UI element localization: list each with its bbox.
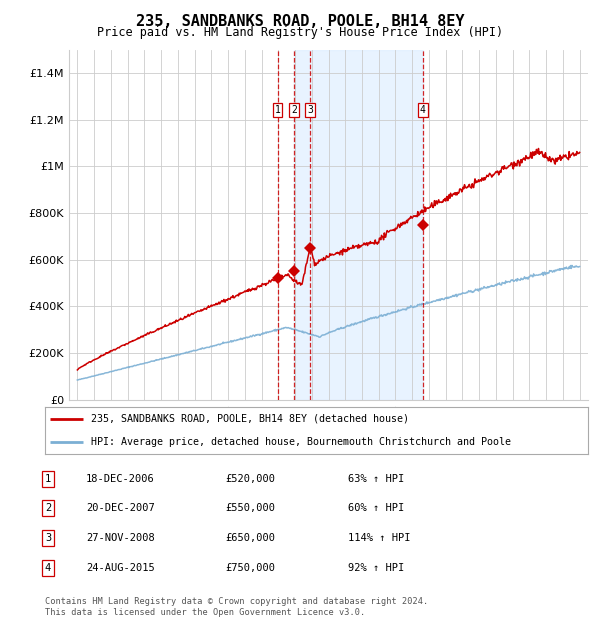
Text: HPI: Average price, detached house, Bournemouth Christchurch and Poole: HPI: Average price, detached house, Bour… [91, 437, 511, 447]
Text: Contains HM Land Registry data © Crown copyright and database right 2024.
This d: Contains HM Land Registry data © Crown c… [45, 598, 428, 617]
Text: 24-AUG-2015: 24-AUG-2015 [86, 563, 155, 573]
Text: 27-NOV-2008: 27-NOV-2008 [86, 533, 155, 543]
Text: 3: 3 [307, 105, 313, 115]
Text: 60% ↑ HPI: 60% ↑ HPI [348, 503, 404, 513]
Text: 235, SANDBANKS ROAD, POOLE, BH14 8EY: 235, SANDBANKS ROAD, POOLE, BH14 8EY [136, 14, 464, 29]
Text: 4: 4 [420, 105, 426, 115]
Text: 18-DEC-2006: 18-DEC-2006 [86, 474, 155, 484]
Text: £650,000: £650,000 [225, 533, 275, 543]
Text: £520,000: £520,000 [225, 474, 275, 484]
Text: 92% ↑ HPI: 92% ↑ HPI [348, 563, 404, 573]
Text: 3: 3 [45, 533, 51, 543]
Text: £550,000: £550,000 [225, 503, 275, 513]
Text: 20-DEC-2007: 20-DEC-2007 [86, 503, 155, 513]
Text: 2: 2 [45, 503, 51, 513]
Bar [295, 50, 423, 400]
Text: 235, SANDBANKS ROAD, POOLE, BH14 8EY (detached house): 235, SANDBANKS ROAD, POOLE, BH14 8EY (de… [91, 414, 409, 424]
Text: Price paid vs. HM Land Registry's House Price Index (HPI): Price paid vs. HM Land Registry's House … [97, 26, 503, 39]
Text: 1: 1 [45, 474, 51, 484]
Text: 4: 4 [45, 563, 51, 573]
Text: 114% ↑ HPI: 114% ↑ HPI [348, 533, 410, 543]
Text: 1: 1 [275, 105, 281, 115]
Text: 63% ↑ HPI: 63% ↑ HPI [348, 474, 404, 484]
Text: 2: 2 [292, 105, 297, 115]
Text: £750,000: £750,000 [225, 563, 275, 573]
